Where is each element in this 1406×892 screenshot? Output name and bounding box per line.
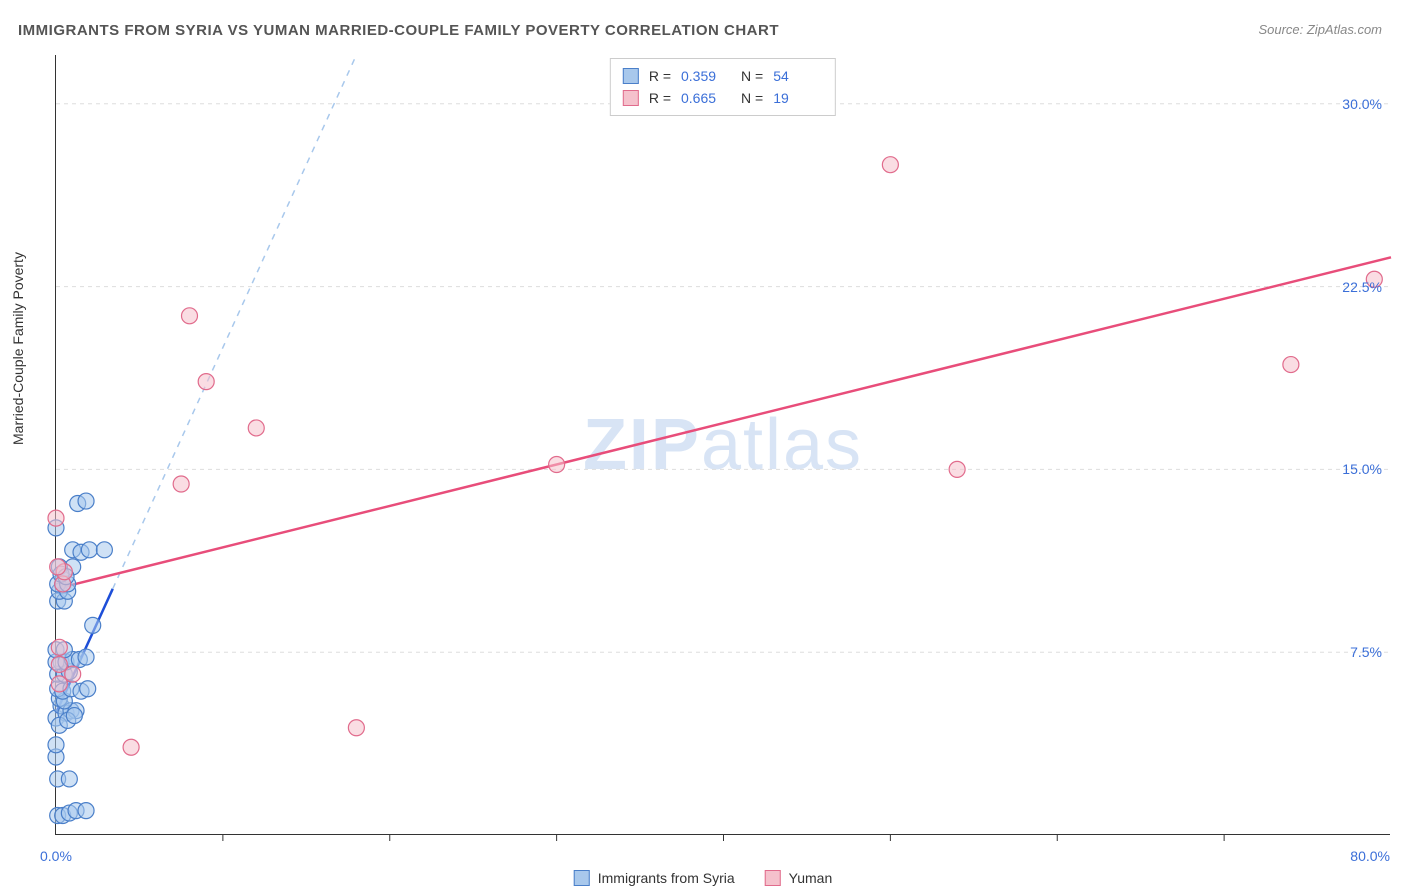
data-point xyxy=(78,649,94,665)
data-point xyxy=(61,771,77,787)
series-legend: Immigrants from Syria Yuman xyxy=(574,870,833,886)
data-point xyxy=(348,720,364,736)
source-attribution: Source: ZipAtlas.com xyxy=(1258,22,1382,37)
data-point xyxy=(51,676,67,692)
chart-svg xyxy=(56,55,1391,835)
data-point xyxy=(48,510,64,526)
correlation-row: R = 0.359 N = 54 xyxy=(623,65,823,87)
legend-item: Immigrants from Syria xyxy=(574,870,735,886)
y-tick-label: 15.0% xyxy=(1342,461,1382,477)
y-tick-label: 30.0% xyxy=(1342,96,1382,112)
data-point xyxy=(96,542,112,558)
y-tick-label: 7.5% xyxy=(1350,644,1382,660)
n-label: N = xyxy=(741,65,763,87)
data-point xyxy=(123,739,139,755)
data-point xyxy=(1283,357,1299,373)
data-point xyxy=(248,420,264,436)
data-point xyxy=(78,803,94,819)
data-point xyxy=(198,374,214,390)
data-point xyxy=(549,457,565,473)
y-axis-label: Married-Couple Family Poverty xyxy=(10,252,26,445)
data-point xyxy=(51,656,67,672)
data-point xyxy=(80,681,96,697)
data-point xyxy=(85,617,101,633)
y-tick-label: 22.5% xyxy=(1342,279,1382,295)
data-point xyxy=(78,493,94,509)
r-label: R = xyxy=(649,65,671,87)
data-point xyxy=(50,559,66,575)
x-origin-label: 0.0% xyxy=(40,848,72,864)
data-point xyxy=(882,157,898,173)
data-point xyxy=(173,476,189,492)
data-point xyxy=(65,666,81,682)
n-value: 19 xyxy=(773,87,823,109)
chart-title: IMMIGRANTS FROM SYRIA VS YUMAN MARRIED-C… xyxy=(18,22,779,39)
legend-swatch xyxy=(765,870,781,886)
legend-swatch xyxy=(574,870,590,886)
legend-label: Immigrants from Syria xyxy=(598,870,735,886)
plot-area: ZIPatlas R =0.359N =54R =0.665N =19 7.5%… xyxy=(55,55,1390,835)
x-max-label: 80.0% xyxy=(1350,848,1390,864)
data-point xyxy=(949,461,965,477)
r-value: 0.665 xyxy=(681,87,731,109)
legend-swatch xyxy=(623,68,639,84)
r-value: 0.359 xyxy=(681,65,731,87)
legend-swatch xyxy=(623,90,639,106)
n-value: 54 xyxy=(773,65,823,87)
data-point xyxy=(51,639,67,655)
data-point xyxy=(81,542,97,558)
legend-item: Yuman xyxy=(765,870,833,886)
r-label: R = xyxy=(649,87,671,109)
n-label: N = xyxy=(741,87,763,109)
data-point xyxy=(182,308,198,324)
correlation-row: R = 0.665 N = 19 xyxy=(623,87,823,109)
data-point xyxy=(48,737,64,753)
legend-label: Yuman xyxy=(789,870,833,886)
data-point xyxy=(66,708,82,724)
correlation-legend: R = 0.359 N = 54 R = 0.665 N = 19 xyxy=(610,58,836,116)
